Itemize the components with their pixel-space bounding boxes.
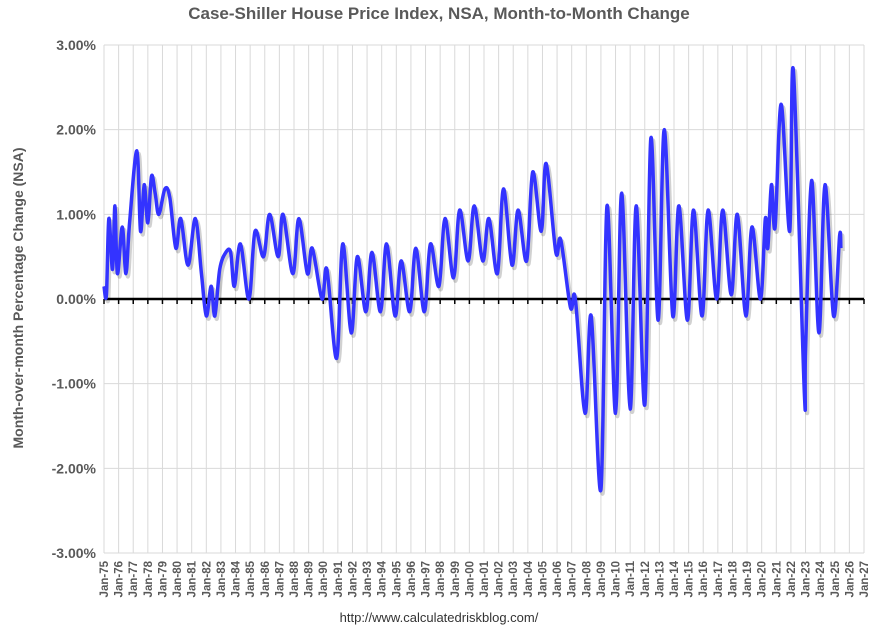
series-line <box>102 65 843 493</box>
x-tick-label: Jan-18 <box>727 560 739 597</box>
x-tick-label: Jan-15 <box>684 560 696 597</box>
x-tick-label: Jan-75 <box>99 560 111 597</box>
x-tick-label: Jan-23 <box>801 561 813 597</box>
x-tick-label: Jan-90 <box>318 561 330 597</box>
x-tick-label: Jan-04 <box>523 560 535 597</box>
x-tick-label: Jan-94 <box>377 560 389 597</box>
x-tick-label: Jan-01 <box>479 560 491 597</box>
x-tick-label: Jan-14 <box>669 560 681 597</box>
x-tick-label: Jan-07 <box>567 561 579 597</box>
x-tick-label: Jan-09 <box>596 561 608 597</box>
x-tick-label: Jan-88 <box>289 560 301 597</box>
x-tick-label: Jan-96 <box>406 561 418 597</box>
x-tick-label: Jan-78 <box>143 560 155 597</box>
x-tick-label: Jan-12 <box>640 561 652 597</box>
x-tick-label: Jan-98 <box>435 560 447 597</box>
x-tick-label: Jan-27 <box>859 561 871 597</box>
x-tick-label: Jan-25 <box>830 560 842 597</box>
x-tick-label: Jan-76 <box>114 561 126 597</box>
y-tick-label: -2.00% <box>52 460 97 476</box>
y-tick-label: 3.00% <box>56 37 96 53</box>
x-tick-label: Jan-87 <box>274 561 286 597</box>
x-tick-label: Jan-20 <box>757 561 769 597</box>
x-tick-label: Jan-10 <box>611 561 623 597</box>
x-tick-label: Jan-22 <box>786 561 798 597</box>
x-tick-label: Jan-11 <box>625 560 637 596</box>
x-tick-label: Jan-13 <box>654 561 666 597</box>
x-tick-label: Jan-95 <box>391 560 403 597</box>
y-tick-label: 0.00% <box>56 291 96 307</box>
x-tick-label: Jan-24 <box>815 560 827 597</box>
y-tick-label: 1.00% <box>56 206 96 222</box>
x-tick-label: Jan-92 <box>347 561 359 597</box>
x-tick-label: Jan-81 <box>187 560 199 597</box>
y-tick-label: -3.00% <box>52 545 97 561</box>
x-tick-label: Jan-05 <box>537 560 549 597</box>
x-tick-label: Jan-83 <box>216 561 228 597</box>
x-tick-label: Jan-03 <box>508 561 520 597</box>
x-tick-label: Jan-16 <box>698 561 710 597</box>
x-tick-label: Jan-17 <box>713 561 725 597</box>
y-tick-label: -1.00% <box>52 376 97 392</box>
x-tick-label: Jan-84 <box>231 560 243 597</box>
chart-title: Case-Shiller House Price Index, NSA, Mon… <box>188 4 690 23</box>
x-tick-label: Jan-85 <box>245 560 257 597</box>
x-tick-label: Jan-08 <box>581 560 593 597</box>
source-url: http://www.calculatedriskblog.com/ <box>339 610 539 625</box>
x-tick-label: Jan-91 <box>333 560 345 597</box>
y-tick-label: 2.00% <box>56 122 96 138</box>
x-tick-label: Jan-77 <box>128 561 140 597</box>
x-tick-label: Jan-82 <box>201 561 213 597</box>
x-tick-label: Jan-19 <box>742 561 754 597</box>
x-tick-label: Jan-89 <box>304 561 316 597</box>
x-tick-label: Jan-06 <box>552 561 564 597</box>
x-tick-label: Jan-21 <box>771 560 783 597</box>
x-tick-label: Jan-00 <box>464 561 476 597</box>
x-tick-label: Jan-93 <box>362 561 374 597</box>
x-tick-label: Jan-26 <box>844 561 856 597</box>
x-tick-label: Jan-02 <box>494 561 506 597</box>
x-tick-label: Jan-86 <box>260 561 272 597</box>
x-tick-label: Jan-80 <box>172 561 184 597</box>
x-tick-label: Jan-97 <box>421 561 433 597</box>
x-tick-label: Jan-99 <box>450 561 462 597</box>
x-tick-label: Jan-79 <box>157 561 169 597</box>
